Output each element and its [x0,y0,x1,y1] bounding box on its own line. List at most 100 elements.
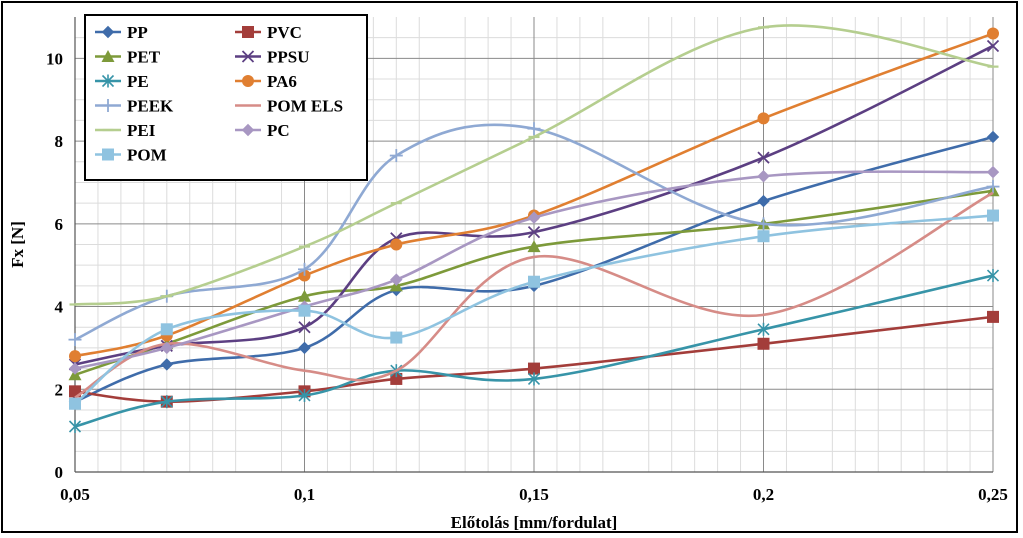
legend-swatch-marker [102,148,114,161]
legend-item-ppsu: PPSU [235,48,310,67]
data-point-pom [298,304,311,317]
line-chart: 0,05 0,1 0,15 0,2 0,25 0 2 4 6 8 10 Előtolás [mm/f… [8,14,1008,532]
data-point-pp [298,341,311,355]
legend-item-peek: PEEK [95,97,174,116]
data-point-pom [69,397,81,410]
data-point-pet [298,289,311,302]
x-tick-label: 0,1 [294,485,315,504]
x-axis-title: Előtolás [mm/fordulat] [451,513,618,531]
legend-swatch-marker [241,50,255,63]
x-tick-label: 0,2 [753,485,774,504]
marker-stroke [298,321,311,334]
data-point-pe [986,269,1000,283]
legend-label: PPSU [267,48,310,67]
legend-swatch-marker [101,74,115,88]
legend-label: PVC [267,23,302,42]
data-point-pom [528,275,540,288]
series-line-pet [74,189,994,377]
y-tick-label: 0 [55,463,64,482]
data-point-ppsu [986,39,1000,53]
x-tick-label: 0,15 [519,485,549,504]
data-point-pe [757,322,770,336]
data-point-peek [986,180,1000,194]
marker-stroke [241,50,255,63]
legend-item-pp: PP [95,23,148,42]
data-point-pe [298,388,311,402]
legend-label: PC [267,121,290,140]
data-point-peek [757,217,770,231]
data-point-pa6 [987,27,999,40]
legend-label: PP [127,23,148,42]
marker-stroke [527,225,541,239]
y-tick-label: 2 [55,380,64,399]
legend-swatch-marker [101,25,115,39]
data-point-pvc [757,337,770,350]
legend-item-pet: PET [95,48,161,67]
data-point-pom [160,323,173,336]
data-point-peek [298,262,311,276]
data-point-pp [986,130,1000,144]
legend-swatch-marker [101,99,115,112]
data-point-pp [160,358,174,371]
data-point-pa6 [69,350,81,363]
legend: PP PVC PET PPSU PE PA6 PEEK POM ELS PEI PC POM [84,14,368,181]
data-point-ppsu [298,321,311,334]
data-point-ppsu [527,225,541,239]
legend-item-pei: PEI [95,121,156,140]
x-tick-label: 0,05 [60,485,90,504]
series-line-pe [74,274,994,428]
data-point-peek [68,333,82,347]
data-point-pom [390,331,403,344]
legend-item-pvc: PVC [235,23,302,42]
data-point-pe [527,372,541,386]
legend-swatch-marker [101,50,115,62]
x-tick-label: 0,25 [978,485,1008,504]
series-line-pei [74,24,994,306]
legend-label: PEI [127,121,156,140]
series-line-pc [74,170,994,370]
data-point-pc [390,273,403,286]
y-tick-label: 4 [55,298,64,317]
data-point-pc [527,211,541,224]
data-point-pc [160,341,174,355]
legend-item-pa6: PA6 [235,72,297,91]
legend-swatch-marker [241,123,255,137]
data-point-pc [986,165,1000,179]
series-pei [69,24,999,306]
data-point-ppsu [757,151,770,164]
data-point-pvc [987,310,999,323]
data-point-pom [757,230,770,243]
series-layer [68,24,1000,433]
legend-item-pom: POM [95,146,167,165]
y-tick-label: 10 [46,49,63,68]
data-point-pe [160,395,173,409]
y-tick-label: 8 [55,132,64,151]
legend-label: POM [127,146,167,165]
legend-label: PA6 [267,72,297,91]
legend-label: PE [127,72,149,91]
series-pom [69,209,999,410]
legend-label: PET [127,48,161,67]
y-axis-title: Fx [N] [8,221,27,268]
series-line-pp [74,135,994,403]
legend-item-pc: PC [235,121,290,140]
series-line-pa6 [74,32,994,358]
data-point-pa6 [390,238,403,251]
legend-item-pom-els: POM ELS [235,97,343,116]
data-point-pc [757,170,770,183]
data-point-pc [68,362,82,375]
marker-stroke [986,39,1000,53]
legend-label: PEEK [127,97,174,116]
data-point-peek [527,122,541,136]
data-point-pa6 [757,112,770,125]
y-tick-label: 6 [55,215,64,234]
data-point-pe [68,420,82,433]
legend-box [84,14,368,181]
marker-stroke [757,151,770,164]
data-point-pom [987,209,999,222]
legend-item-pe: PE [95,72,149,91]
data-point-peek [389,149,403,163]
data-point-pp [757,194,770,208]
legend-swatch-marker [242,26,254,38]
